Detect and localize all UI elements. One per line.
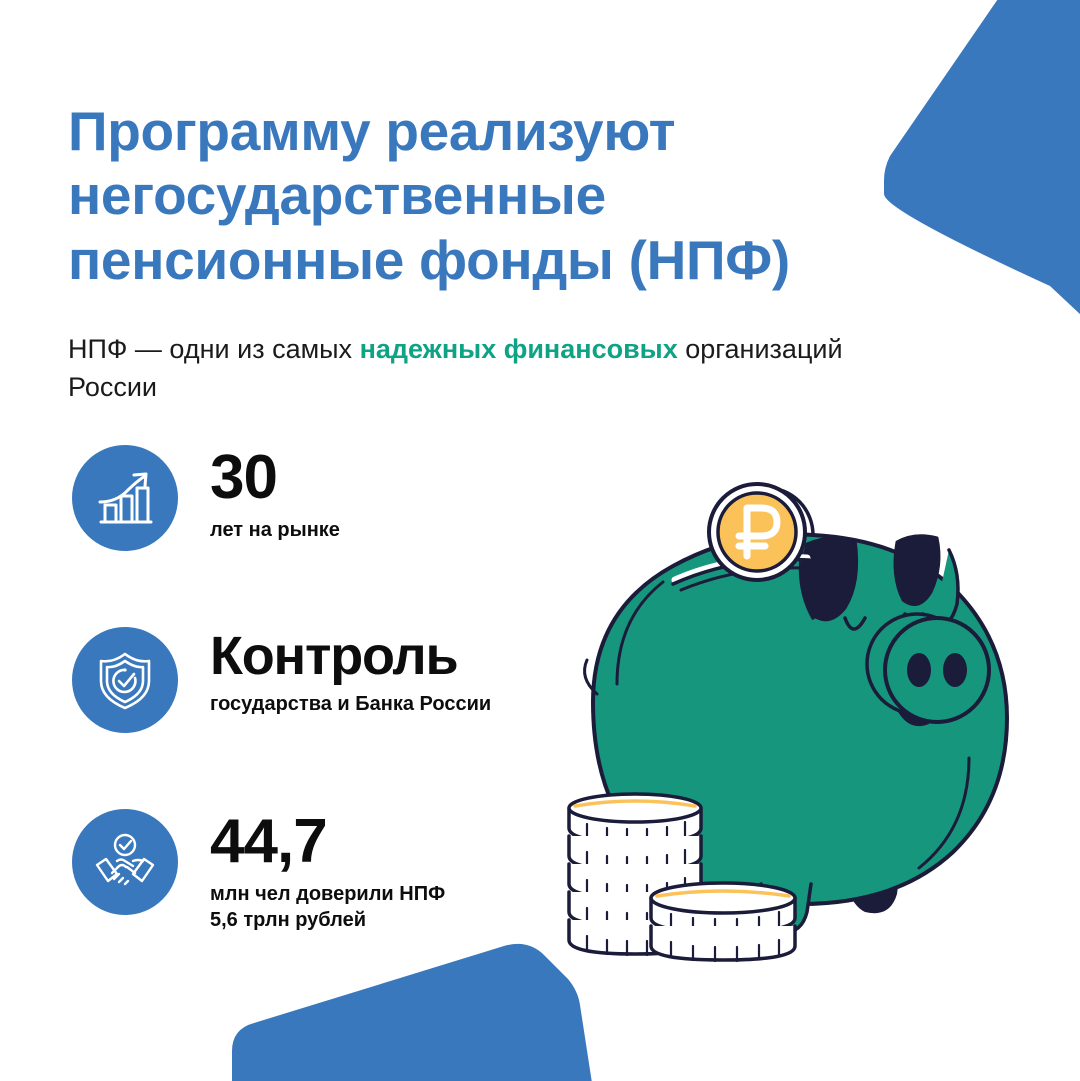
stat-value: 30 bbox=[210, 443, 278, 512]
stat-label: млн чел доверили НПФ 5,6 трлн рублей bbox=[210, 883, 446, 931]
coin-stack-short bbox=[649, 881, 797, 963]
stat-item-years: 30 лет на рынке bbox=[72, 445, 552, 551]
top-right-blue-shape bbox=[884, 0, 1080, 315]
handshake-check-icon bbox=[72, 809, 178, 915]
stat-item-control: Контроль государства и Банка России bbox=[72, 627, 552, 733]
stat-value: Контроль bbox=[210, 626, 459, 686]
subtitle-text-trailing: организаций России bbox=[68, 334, 843, 403]
stat-text-trust: 44,7 млн чел доверили НПФ 5,6 трлн рубле… bbox=[210, 809, 445, 933]
growth-chart-icon bbox=[72, 445, 178, 551]
stat-label: лет на рынке bbox=[210, 519, 340, 541]
subtitle-highlight: надежных финансовых bbox=[359, 334, 678, 364]
stat-text-control: Контроль государства и Банка России bbox=[210, 627, 491, 718]
shield-check-icon bbox=[72, 627, 178, 733]
stat-value: 44,7 bbox=[210, 807, 328, 876]
stat-item-trust: 44,7 млн чел доверили НПФ 5,6 трлн рубле… bbox=[72, 809, 552, 933]
page-subtitle: НПФ — одни из самых надежных финансовых … bbox=[68, 330, 868, 407]
piggy-bank-illustration bbox=[545, 432, 1065, 977]
subtitle-text-leading: НПФ — одни из самых bbox=[68, 334, 360, 364]
stats-list: 30 лет на рынке Контроль государства и Б… bbox=[72, 445, 552, 933]
ruble-coin bbox=[707, 482, 807, 582]
stat-label: государства и Банка России bbox=[210, 693, 492, 715]
page-title: Программу реализуют негосударственные пе… bbox=[68, 99, 790, 291]
stat-text-years: 30 лет на рынке bbox=[210, 445, 340, 544]
